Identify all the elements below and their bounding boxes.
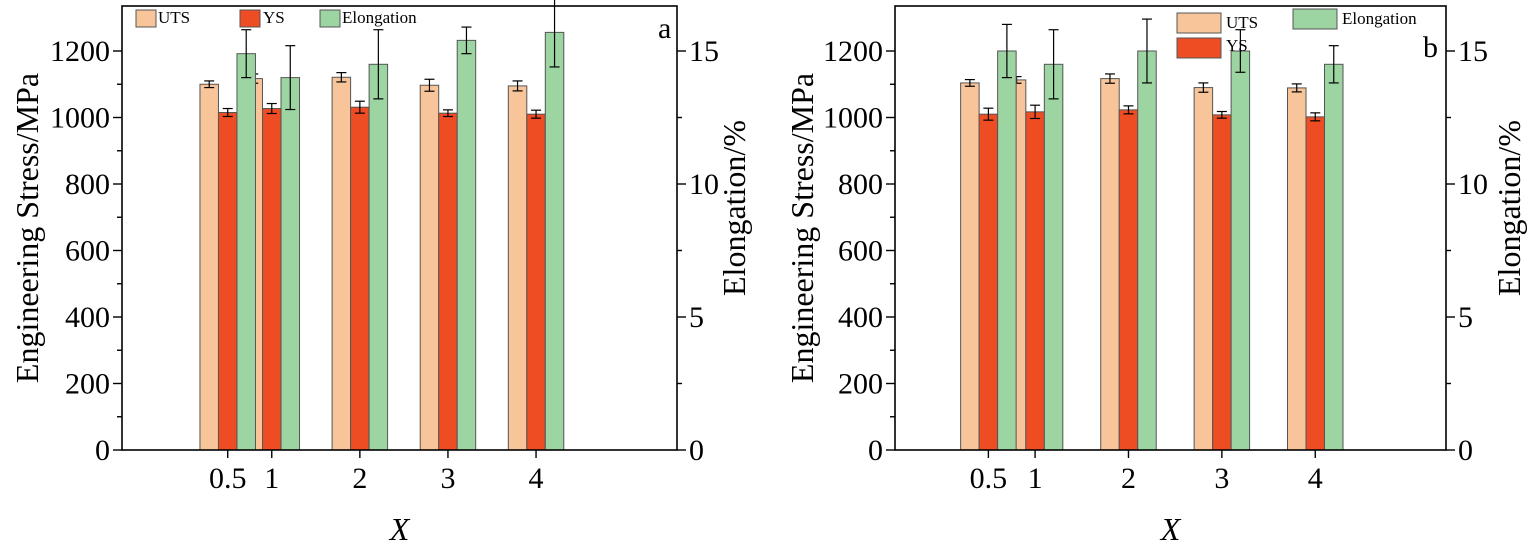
bar-ys [438, 112, 458, 451]
x-tick-label: 3 [1214, 462, 1229, 495]
bar-uts [507, 85, 528, 451]
y-tick-label: 200 [838, 368, 883, 401]
legend-label-ys: YS [1226, 36, 1248, 55]
panel-b: 0 200 400 600 800 1000 1200 0 5 10 15 0.5 1 2 3 4 X Engin… [784, 5, 1527, 547]
y2-tick-label: 0 [689, 434, 704, 467]
y2-tick-label: 5 [1458, 301, 1473, 334]
legend-label-uts: UTS [1226, 13, 1258, 32]
y-tick-label: 1000 [50, 102, 110, 135]
y-axis-title: Engineering Stress/MPa [784, 73, 820, 383]
x-tick-label: 1 [264, 462, 279, 495]
bar-elongation [368, 63, 389, 451]
legend-label-elongation: Elongation [342, 8, 417, 27]
x-axis-title: X [388, 511, 411, 547]
y-tick-label: 200 [65, 368, 110, 401]
x-tick-label: 2 [352, 462, 367, 495]
y-tick-label: 400 [65, 301, 110, 334]
legend-swatch-elongation [1292, 8, 1338, 30]
y-tick-label: 600 [65, 235, 110, 268]
x-axis-title: X [1159, 511, 1182, 547]
panel-label: a [658, 12, 671, 45]
y-axis-title: Engineering Stress/MPa [9, 73, 45, 383]
bar-elongation [456, 39, 477, 451]
legend-swatch-ys [239, 9, 261, 28]
plot-frame [121, 5, 678, 451]
bar-ys [217, 112, 238, 451]
y-tick-label: 0 [868, 434, 883, 467]
y-tick-label: 600 [838, 235, 883, 268]
y2-tick-label: 0 [1458, 434, 1473, 467]
panel-label: b [1423, 31, 1438, 64]
legend-swatch-ys [1176, 37, 1222, 59]
y-tick-label: 800 [838, 168, 883, 201]
bar-ys [978, 113, 999, 451]
bar-elongation [544, 31, 565, 451]
bar-uts [331, 76, 352, 451]
y2-tick-label: 10 [689, 168, 719, 201]
y-tick-label: 1000 [823, 102, 883, 135]
y-tick-label: 1200 [823, 35, 883, 68]
legend-swatch-uts [1176, 12, 1222, 34]
plot-frame [894, 5, 1447, 451]
y2-tick-label: 5 [689, 301, 704, 334]
bar-ys [1118, 109, 1139, 451]
x-tick-label: 0.5 [209, 462, 247, 495]
bar-ys [350, 106, 370, 451]
bar-elongation [1230, 50, 1251, 451]
legend-label-uts: UTS [158, 8, 190, 27]
bar-ys [526, 113, 546, 451]
bar-uts [960, 82, 980, 451]
legend-label-elongation: Elongation [1342, 9, 1417, 28]
bar-uts [1287, 87, 1307, 451]
bar-ys [1305, 116, 1326, 451]
y2-tick-label: 10 [1458, 168, 1488, 201]
legend-label-ys: YS [263, 8, 285, 27]
bar-ys [1025, 111, 1045, 451]
bar-ys [262, 108, 282, 451]
bar-elongation [1137, 50, 1157, 451]
x-tick-label: 2 [1121, 462, 1136, 495]
y2-tick-label: 15 [689, 35, 719, 68]
bar-elongation [997, 50, 1017, 451]
bar-uts [199, 83, 219, 451]
bar-uts [1193, 87, 1214, 451]
x-tick-label: 0.5 [970, 462, 1008, 495]
bar-elongation [280, 77, 301, 451]
x-tick-label: 4 [529, 462, 544, 495]
x-tick-label: 3 [440, 462, 455, 495]
y-tick-label: 800 [65, 168, 110, 201]
y-tick-label: 0 [95, 434, 110, 467]
bar-uts [419, 84, 440, 451]
panel-a: 0 200 400 600 800 1000 1200 0 5 10 15 0.5 1 2 3 4 X Engin… [9, 0, 752, 547]
y-tick-label: 400 [838, 301, 883, 334]
y-tick-label: 1200 [50, 35, 110, 68]
x-tick-label: 1 [1028, 462, 1043, 495]
legend-swatch-elongation [319, 9, 341, 28]
y2-axis-title: Elongation/% [716, 120, 752, 296]
bar-elongation [1043, 63, 1064, 451]
y2-tick-label: 15 [1458, 35, 1488, 68]
x-tick-label: 4 [1308, 462, 1323, 495]
y2-axis-title: Elongation/% [1491, 120, 1527, 296]
legend-swatch-uts [135, 9, 157, 28]
bar-ys [1212, 114, 1232, 451]
bar-uts [1100, 78, 1120, 451]
bar-elongation [1324, 63, 1344, 451]
bar-elongation [236, 53, 256, 451]
